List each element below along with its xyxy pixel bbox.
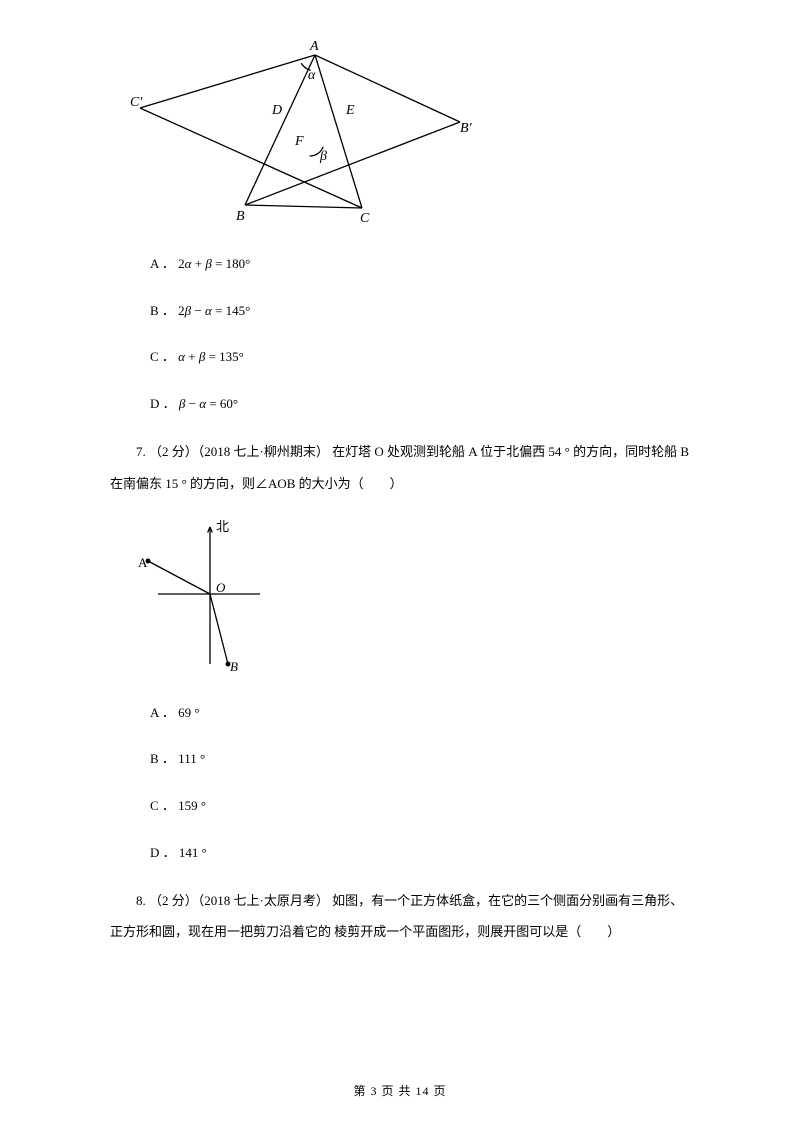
q7-option-d: D ． 141 ° <box>150 839 690 868</box>
option-prefix: D ． <box>150 845 176 860</box>
option-math: 2α + β = 180° <box>178 256 250 271</box>
q7-diagram-svg: 北 A B O <box>130 519 290 679</box>
q6-diagram-svg: A D E F B C C' B' α β <box>130 40 480 230</box>
q7-text: 7. （2 分）（2018 七上·柳州期末） 在灯塔 O 处观测到轮船 A 位于… <box>110 436 690 498</box>
option-prefix: C ． <box>150 798 175 813</box>
svg-text:C': C' <box>130 95 143 110</box>
svg-text:F: F <box>294 134 304 149</box>
option-value: 69 ° <box>178 705 199 720</box>
svg-text:北: 北 <box>216 519 229 534</box>
q8-text: 8. （2 分）（2018 七上·太原月考） 如图，有一个正方体纸盒，在它的三个… <box>110 885 690 947</box>
option-value: 111 ° <box>178 751 205 766</box>
q6-option-a: A ． 2α + β = 180° <box>150 250 690 279</box>
option-math: 2β − α = 145° <box>178 303 250 318</box>
q7-figure: 北 A B O <box>130 519 690 679</box>
svg-text:A: A <box>309 40 319 54</box>
q6-option-c: C ． α + β = 135° <box>150 343 690 372</box>
q6-option-d: D ． β − α = 60° <box>150 390 690 419</box>
option-value: 159 ° <box>178 798 206 813</box>
page-content: A D E F B C C' B' α β A ． 2α + β = 180° B ． 2β − … <box>0 0 800 948</box>
option-prefix: A ． <box>150 256 175 271</box>
option-value: 141 ° <box>179 845 207 860</box>
svg-text:B': B' <box>460 121 473 136</box>
svg-text:β: β <box>319 149 327 164</box>
q6-options: A ． 2α + β = 180° B ． 2β − α = 145° C ． … <box>150 250 690 418</box>
option-math: β − α = 60° <box>179 396 238 411</box>
q7-option-c: C ． 159 ° <box>150 792 690 821</box>
svg-text:E: E <box>345 103 355 118</box>
svg-text:B: B <box>236 209 245 224</box>
svg-text:A: A <box>138 555 148 570</box>
svg-text:D: D <box>271 103 282 118</box>
page-footer: 第 3 页 共 14 页 <box>0 1078 800 1104</box>
q6-figure: A D E F B C C' B' α β <box>130 40 690 230</box>
option-prefix: A ． <box>150 705 175 720</box>
q7-option-a: A ． 69 ° <box>150 699 690 728</box>
svg-text:B: B <box>230 659 238 674</box>
q7-options: A ． 69 ° B ． 111 ° C ． 159 ° D ． 141 ° <box>150 699 690 867</box>
svg-text:C: C <box>360 211 370 226</box>
option-prefix: D ． <box>150 396 176 411</box>
svg-text:O: O <box>216 580 226 595</box>
option-math: α + β = 135° <box>178 349 244 364</box>
option-prefix: B ． <box>150 303 175 318</box>
option-prefix: C ． <box>150 349 175 364</box>
svg-text:α: α <box>308 68 316 83</box>
q7-option-b: B ． 111 ° <box>150 745 690 774</box>
q6-option-b: B ． 2β − α = 145° <box>150 297 690 326</box>
option-prefix: B ． <box>150 751 175 766</box>
